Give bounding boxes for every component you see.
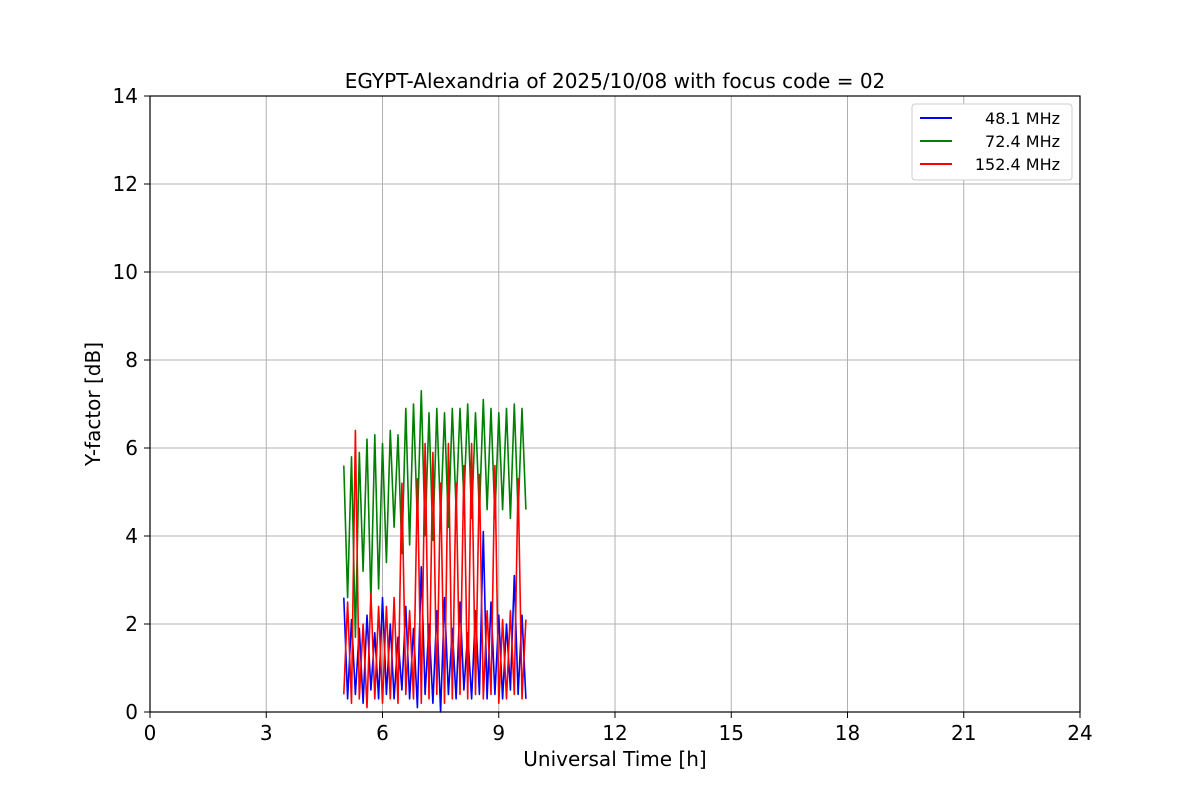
legend: 48.1 MHz 72.4 MHz 152.4 MHz [911,103,1073,181]
series-2 [343,429,527,709]
x-tick-label: 0 [144,721,157,745]
x-tick-label: 24 [1067,721,1092,745]
y-tick-label: 4 [125,524,138,548]
x-tick-label: 9 [492,721,505,745]
x-tick-label: 12 [602,721,627,745]
x-tick-label: 18 [835,721,860,745]
y-tick-label: 6 [125,436,138,460]
y-tick-label: 0 [125,700,138,724]
plot-series [343,389,527,713]
y-tick-label: 12 [113,172,138,196]
series-0 [343,530,527,713]
y-axis-label: Y-factor [dB] [81,342,105,467]
y-tick-label: 2 [125,612,138,636]
x-tick-label: 21 [951,721,976,745]
x-axis-label: Universal Time [h] [523,747,706,771]
legend-box [911,103,1073,181]
y-tick-label: 10 [113,260,138,284]
y-tick-label: 14 [113,84,138,108]
legend-label: 72.4 MHz [985,132,1060,151]
x-tick-label: 3 [260,721,273,745]
legend-label: 152.4 MHz [975,155,1060,174]
legend-label: 48.1 MHz [985,109,1060,128]
y-tick-label: 8 [125,348,138,372]
series-line [343,429,527,709]
x-tick-label: 6 [376,721,389,745]
x-tick-label: 15 [719,721,744,745]
series-line [343,530,527,713]
grid [149,95,1081,713]
chart-title: EGYPT-Alexandria of 2025/10/08 with focu… [345,69,886,93]
